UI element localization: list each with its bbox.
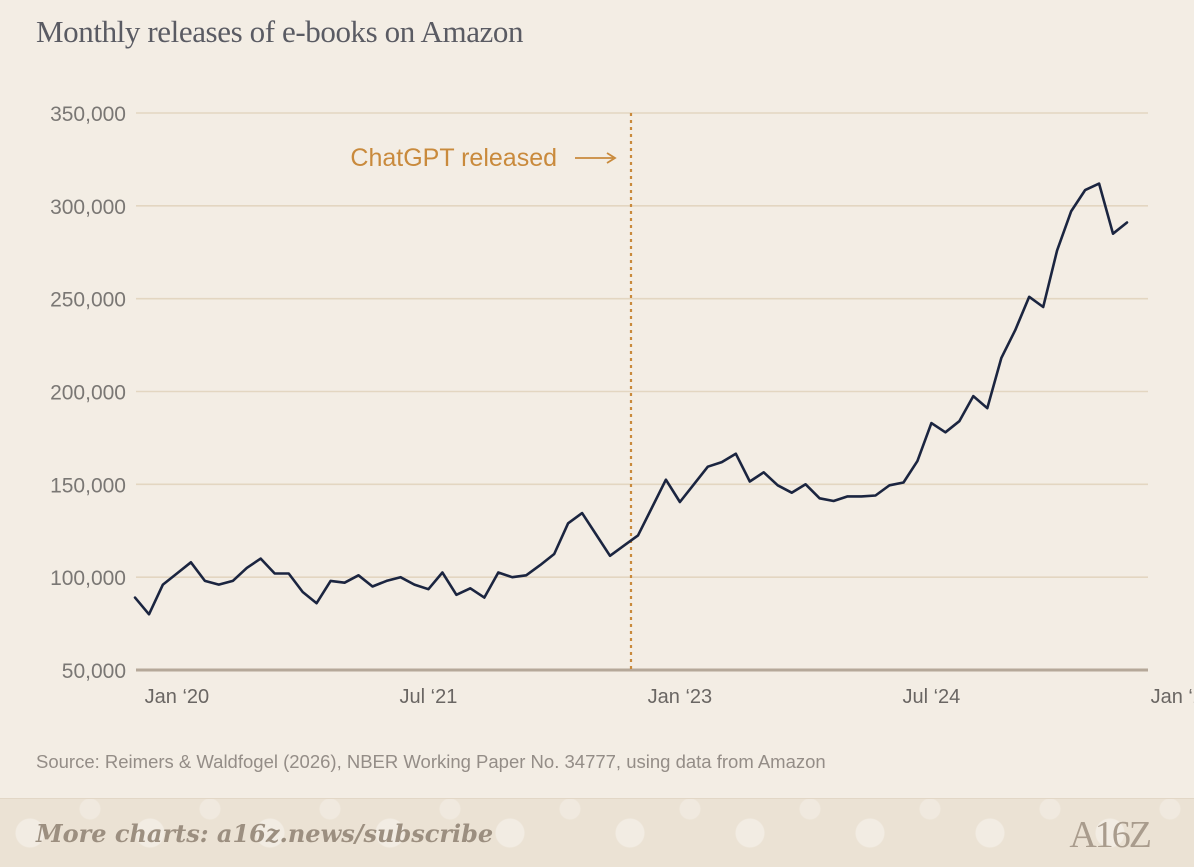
subscribe-link[interactable]: More charts: a16z.news/subscribe bbox=[36, 819, 494, 848]
annotation-arrow-head bbox=[606, 152, 617, 164]
x-tick-label: Jan ‘26 bbox=[1151, 686, 1194, 708]
annotation-label: ChatGPT released bbox=[350, 144, 557, 172]
a16z-logo: A16Z bbox=[1069, 814, 1152, 856]
x-axis-labels: Jan ‘20 Jul ‘21 Jan ‘23 Jul ‘24 Jan ‘26 bbox=[145, 686, 1194, 708]
x-tick-label: Jan ‘20 bbox=[145, 686, 210, 708]
y-tick-label: 300,000 bbox=[50, 196, 126, 219]
y-tick-label: 150,000 bbox=[50, 474, 126, 497]
chart-title: Monthly releases of e-books on Amazon bbox=[36, 14, 524, 49]
source-note: Source: Reimers & Waldfogel (2026), NBER… bbox=[36, 751, 826, 772]
grid-lines bbox=[136, 112, 1148, 578]
y-axis-labels: 50,000 100,000 150,000 200,000 250,000 300,00… bbox=[50, 103, 126, 683]
line-chart: 50,000 100,000 150,000 200,000 250,000 300,00… bbox=[50, 103, 1194, 708]
x-tick-label: Jul ‘21 bbox=[400, 686, 458, 708]
annotation: ChatGPT released bbox=[350, 113, 633, 670]
footer-banner: More charts: a16z.news/subscribe A16Z bbox=[0, 798, 1194, 867]
y-tick-label: 350,000 bbox=[50, 103, 126, 126]
y-tick-label: 250,000 bbox=[50, 289, 126, 312]
y-tick-label: 200,000 bbox=[50, 382, 126, 405]
x-tick-label: Jul ‘24 bbox=[902, 686, 960, 708]
y-tick-label: 100,000 bbox=[50, 567, 126, 590]
series-line bbox=[133, 182, 1129, 616]
x-tick-label: Jan ‘23 bbox=[648, 686, 713, 708]
y-tick-label: 50,000 bbox=[62, 660, 126, 683]
